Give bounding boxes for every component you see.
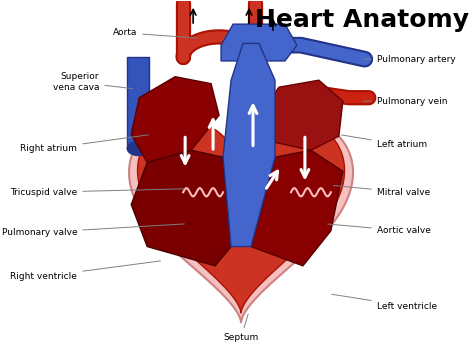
Text: Tricuspid valve: Tricuspid valve bbox=[10, 188, 184, 197]
Text: Pulmonary artery: Pulmonary artery bbox=[364, 55, 456, 64]
Text: Superior
vena cava: Superior vena cava bbox=[53, 72, 132, 92]
Text: Left atrium: Left atrium bbox=[342, 135, 427, 149]
Polygon shape bbox=[251, 150, 343, 266]
Text: Septum: Septum bbox=[223, 314, 259, 342]
Polygon shape bbox=[129, 120, 353, 322]
Polygon shape bbox=[221, 24, 297, 61]
Text: Heart Anatomy: Heart Anatomy bbox=[255, 8, 469, 32]
Text: Pulmonary vein: Pulmonary vein bbox=[364, 97, 447, 106]
Text: Right atrium: Right atrium bbox=[20, 135, 148, 153]
Polygon shape bbox=[223, 43, 275, 246]
Text: Pulmonary valve: Pulmonary valve bbox=[2, 224, 184, 237]
Polygon shape bbox=[259, 80, 343, 150]
Text: Right ventricle: Right ventricle bbox=[10, 261, 160, 281]
Polygon shape bbox=[131, 77, 219, 162]
Polygon shape bbox=[127, 58, 149, 149]
Text: Aorta: Aorta bbox=[113, 28, 196, 38]
Text: Aortic valve: Aortic valve bbox=[328, 224, 431, 235]
Ellipse shape bbox=[127, 142, 149, 155]
Polygon shape bbox=[131, 150, 231, 266]
Polygon shape bbox=[137, 121, 345, 313]
Text: Mitral valve: Mitral valve bbox=[334, 186, 430, 197]
Text: Left ventricle: Left ventricle bbox=[332, 294, 437, 311]
